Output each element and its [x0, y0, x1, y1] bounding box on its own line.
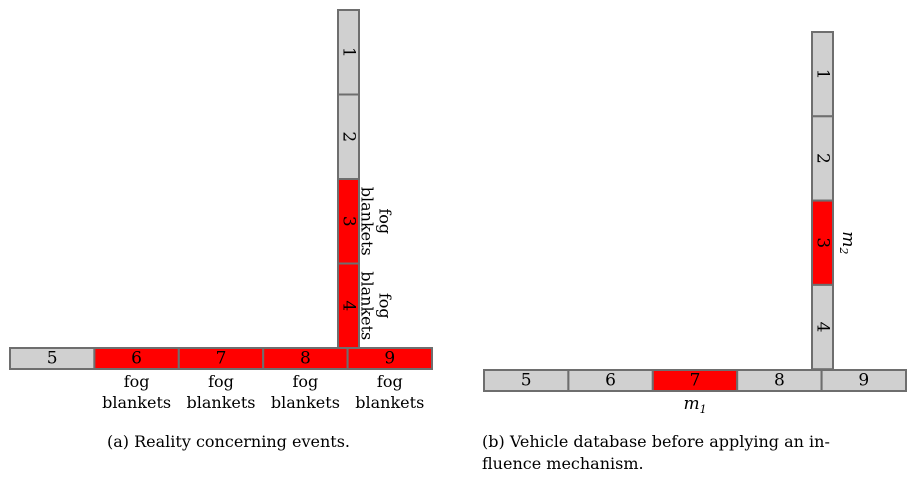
a-segment-label-7: 7 — [216, 349, 227, 369]
panel-a-caption: (a) Reality concerning events. — [107, 432, 350, 451]
a-annotation-fog-7: fog — [208, 372, 234, 391]
a-segment-label-2: 2 — [339, 131, 359, 142]
panel-b-caption-line2: fluence mechanism. — [482, 454, 644, 473]
a-annotation-fog-9: fog — [377, 372, 403, 391]
b-segment-label-7: 7 — [690, 371, 701, 391]
a-annotation-blankets-7: blankets — [186, 393, 255, 412]
a-annotation-fog-8: fog — [293, 372, 319, 391]
panel-b-vehicle-database: 1 2 3 4 5 6 7 8 9 m1 m2 — [483, 31, 907, 416]
a-annotation-fog-6: fog — [124, 372, 150, 391]
a-annotation-blankets-4: blankets — [358, 271, 377, 340]
a-segment-label-6: 6 — [131, 349, 142, 369]
a-annotation-fog-3: fog — [376, 208, 395, 234]
b-segment-label-4: 4 — [813, 322, 833, 333]
b-road-segment-9 — [820, 369, 907, 392]
a-annotation-blankets-9: blankets — [355, 393, 424, 412]
a-road-segment-9 — [346, 347, 434, 370]
b-segment-label-6: 6 — [605, 371, 616, 391]
a-annotation-fog-4: fog — [376, 293, 395, 319]
b-segment-label-1: 1 — [813, 69, 833, 80]
panel-b-caption-line1: (b) Vehicle database before applying an … — [482, 432, 830, 451]
b-segment-label-3: 3 — [813, 237, 833, 248]
a-segment-label-8: 8 — [300, 349, 311, 369]
a-segment-label-9: 9 — [384, 349, 395, 369]
a-segment-label-4: 4 — [339, 300, 359, 311]
a-segment-label-1: 1 — [339, 47, 359, 58]
a-annotation-blankets-6: blankets — [102, 393, 171, 412]
b-segment-label-5: 5 — [521, 371, 532, 391]
a-segment-label-3: 3 — [339, 216, 359, 227]
b-segment-label-8: 8 — [774, 371, 785, 391]
b-segment-label-9: 9 — [858, 371, 869, 391]
a-segment-label-5: 5 — [47, 349, 58, 369]
a-annotation-blankets-3: blankets — [358, 187, 377, 256]
b-marker-m2: m2 — [838, 231, 859, 254]
b-segment-label-2: 2 — [813, 153, 833, 164]
b-marker-m1: m1 — [683, 394, 706, 416]
a-annotation-blankets-8: blankets — [271, 393, 340, 412]
